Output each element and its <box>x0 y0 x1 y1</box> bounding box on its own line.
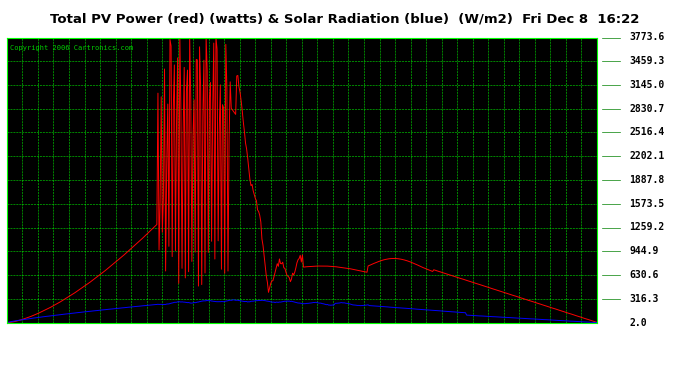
Text: 630.6: 630.6 <box>629 270 659 280</box>
Text: 944.9: 944.9 <box>629 246 659 256</box>
Text: Total PV Power (red) (watts) & Solar Radiation (blue)  (W/m2)  Fri Dec 8  16:22: Total PV Power (red) (watts) & Solar Rad… <box>50 12 640 25</box>
Text: Copyright 2006 Cartronics.com: Copyright 2006 Cartronics.com <box>10 45 133 51</box>
Text: 3459.3: 3459.3 <box>629 56 664 66</box>
Text: 1259.2: 1259.2 <box>629 222 664 232</box>
Text: 1887.8: 1887.8 <box>629 175 664 185</box>
Text: 2830.7: 2830.7 <box>629 104 664 114</box>
Text: 2.0: 2.0 <box>629 318 647 327</box>
Text: 2202.1: 2202.1 <box>629 151 664 161</box>
Text: 3145.0: 3145.0 <box>629 80 664 90</box>
Text: 2516.4: 2516.4 <box>629 128 664 138</box>
Text: 1573.5: 1573.5 <box>629 199 664 209</box>
Text: 316.3: 316.3 <box>629 294 659 304</box>
Text: 3773.6: 3773.6 <box>629 33 664 42</box>
